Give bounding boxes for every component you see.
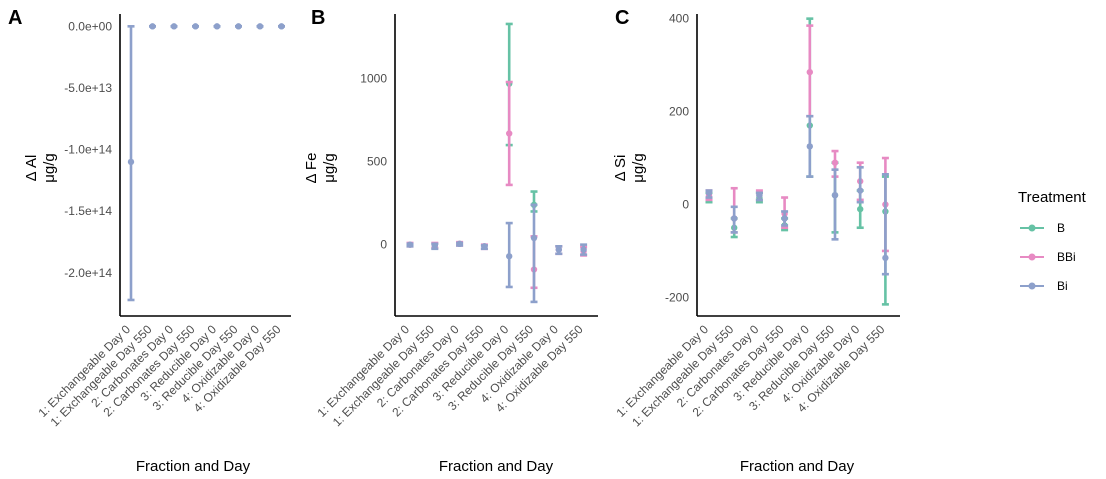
y-tick-label: -200 [665, 290, 689, 304]
panel-tag: A [8, 7, 22, 29]
y-tick-label: -5.0e+13 [64, 81, 112, 95]
panel-b: B Δ Fe μg/g Fraction and Day 0 500 1000 1: … [303, 7, 598, 475]
y-tick-label: 1000 [360, 72, 387, 86]
data-point [406, 241, 414, 248]
data-point [882, 254, 889, 262]
legend: Treatment B BBi Bi [1018, 189, 1087, 293]
data-point [806, 143, 813, 150]
legend-label: Bi [1057, 279, 1068, 293]
data-point [831, 159, 839, 166]
data-point [213, 23, 221, 30]
panel-a: A Δ Al μg/g Fraction and Day 0.0e+00 -5.0… [8, 7, 291, 475]
panel-tag: B [311, 7, 325, 29]
data-point [857, 205, 864, 213]
legend-key-dot [1028, 253, 1036, 261]
x-axis-title: Fraction and Day [740, 458, 855, 475]
data-point [806, 68, 813, 76]
y-tick-label: -2.0e+14 [64, 266, 112, 280]
data-point [256, 23, 264, 30]
data-point [857, 187, 864, 194]
x-tick-label: 1: Exchangeable Day 550 [629, 322, 736, 429]
legend-item-bbi: BBi [1020, 250, 1076, 264]
panel-c: C Δ Si μg/g Fraction and Day -200 0 200 400… [612, 7, 900, 475]
data-point [431, 242, 438, 249]
series-bi [127, 23, 285, 302]
panel-tag: C [615, 7, 629, 29]
series-bi [406, 203, 588, 304]
x-axis-title: Fraction and Day [439, 458, 554, 475]
data-point [756, 192, 763, 199]
legend-item-b: B [1020, 221, 1065, 235]
x-tick-label: 1: Exchangeable Day 550 [330, 322, 437, 429]
legend-item-bi: Bi [1020, 279, 1068, 293]
legend-key-dot [1028, 224, 1036, 232]
data-point [731, 215, 738, 222]
y-tick-label: -1.5e+14 [64, 204, 112, 218]
data-point [127, 158, 135, 166]
y-axis-title-line1: Δ Al [23, 155, 40, 182]
y-axis-title-line2: μg/g [41, 153, 58, 183]
series-bbi [406, 80, 588, 290]
y-axis-title-line1: Δ Si [612, 155, 629, 182]
y-tick-label: 0.0e+00 [68, 19, 112, 33]
legend-title: Treatment [1018, 189, 1087, 206]
data-point [555, 246, 562, 253]
data-point [530, 234, 538, 242]
y-tick-label: 0 [380, 238, 387, 252]
y-tick-label: 0 [682, 197, 689, 211]
data-point [235, 23, 242, 30]
data-point [580, 246, 587, 253]
data-point [481, 243, 488, 250]
legend-label: BBi [1057, 250, 1076, 264]
legend-key-dot [1028, 282, 1036, 290]
data-point [278, 23, 285, 30]
y-tick-label: 200 [669, 105, 689, 119]
y-axis-title-line1: Δ Fe [303, 153, 320, 184]
data-point [506, 130, 513, 137]
y-axis-title-line2: μg/g [321, 153, 338, 183]
data-point [456, 240, 463, 248]
x-axis-title: Fraction and Day [136, 458, 251, 475]
data-point [705, 189, 713, 197]
data-point [192, 23, 199, 30]
data-point [781, 215, 788, 222]
data-point [506, 253, 513, 260]
data-point [170, 23, 178, 30]
data-point [831, 192, 839, 199]
series-bi [705, 114, 889, 276]
legend-label: B [1057, 221, 1065, 235]
y-tick-label: 400 [669, 12, 689, 26]
y-tick-label: 500 [367, 155, 387, 169]
y-tick-label: -1.0e+14 [64, 143, 112, 157]
y-axis-title-line2: μg/g [630, 153, 647, 183]
data-point [149, 23, 156, 30]
